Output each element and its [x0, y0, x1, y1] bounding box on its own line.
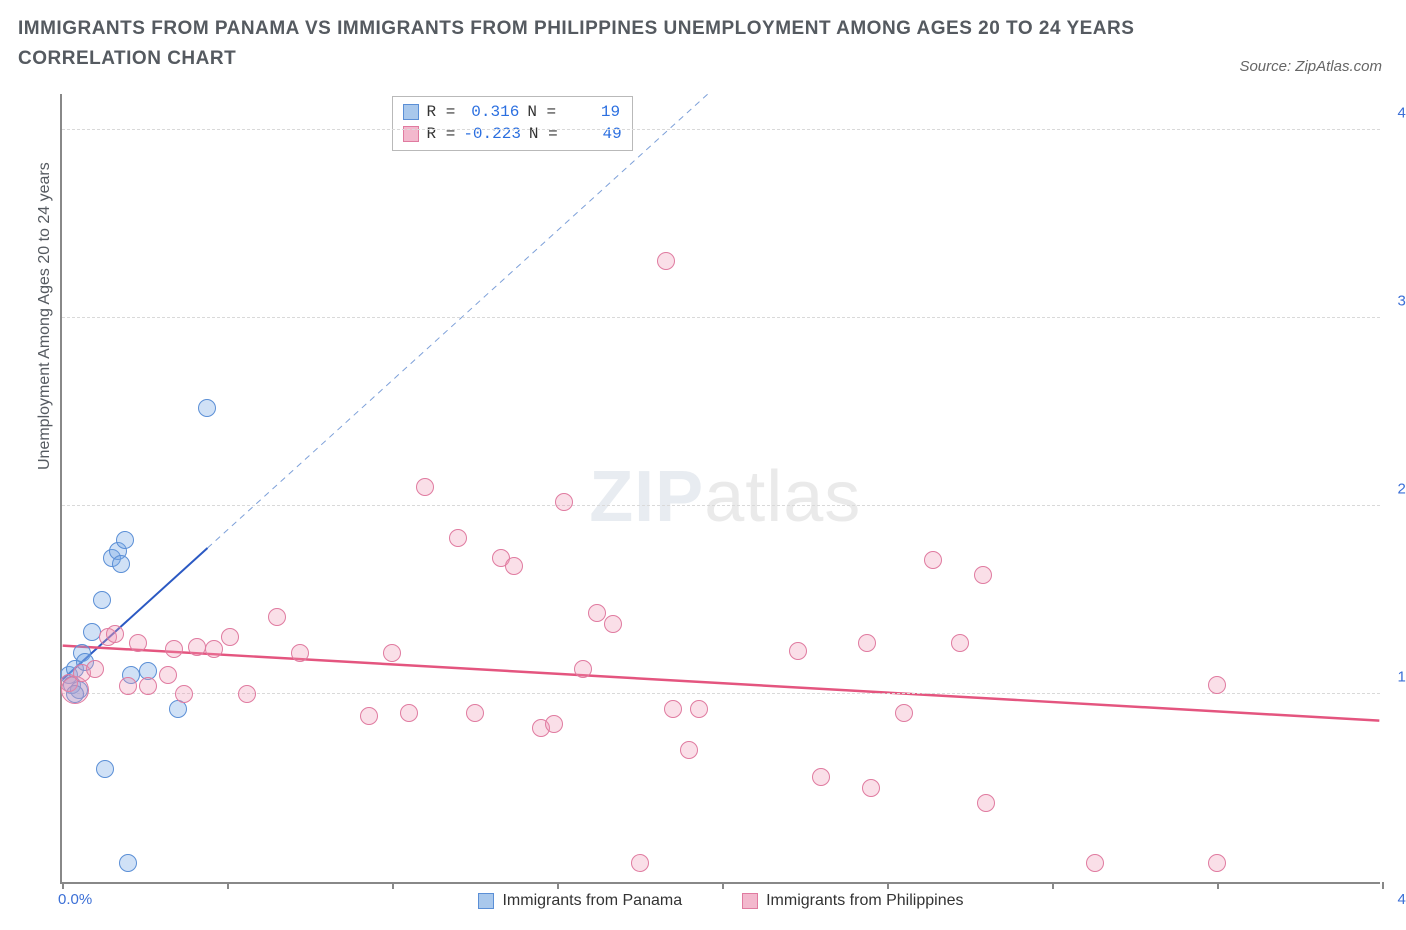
gridline: [62, 505, 1380, 506]
philippines-point: [812, 768, 830, 786]
panama-legend-swatch: [478, 893, 494, 909]
x-tick: [1217, 882, 1219, 889]
panama-point: [93, 591, 111, 609]
y-tick-label: 10.0%: [1385, 668, 1406, 685]
philippines-point: [974, 566, 992, 584]
philippines-point: [205, 640, 223, 658]
philippines-point: [1208, 854, 1226, 872]
scatter-plot-area: ZIPatlas R = 0.316 N = 19 R = -0.223 N =…: [60, 94, 1380, 884]
philippines-point: [238, 685, 256, 703]
philippines-point: [416, 478, 434, 496]
trend-lines-layer: [62, 94, 1380, 882]
philippines-point: [505, 557, 523, 575]
philippines-point: [977, 794, 995, 812]
y-axis-label: Unemployment Among Ages 20 to 24 years: [36, 162, 54, 470]
panama-n-value: 19: [564, 103, 620, 121]
x-tick: [887, 882, 889, 889]
stats-row-panama: R = 0.316 N = 19: [403, 101, 622, 123]
panama-point: [112, 555, 130, 573]
philippines-point: [604, 615, 622, 633]
stats-row-philippines: R = -0.223 N = 49: [403, 123, 622, 145]
philippines-point: [1208, 676, 1226, 694]
philippines-point: [400, 704, 418, 722]
x-tick: [557, 882, 559, 889]
r-label: R =: [427, 103, 456, 121]
philippines-point: [545, 715, 563, 733]
x-tick: [227, 882, 229, 889]
n-label: N =: [527, 103, 556, 121]
x-tick: [1382, 882, 1384, 889]
trend-line: [208, 94, 708, 548]
y-tick-label: 30.0%: [1385, 292, 1406, 309]
philippines-point: [221, 628, 239, 646]
philippines-point: [1086, 854, 1104, 872]
philippines-point: [106, 625, 124, 643]
philippines-point: [449, 529, 467, 547]
philippines-point: [165, 640, 183, 658]
gridline: [62, 129, 1380, 130]
watermark: ZIPatlas: [589, 456, 861, 538]
x-tick: [62, 882, 64, 889]
panama-point: [198, 399, 216, 417]
philippines-point: [268, 608, 286, 626]
panama-r-value: 0.316: [463, 103, 519, 121]
panama-legend-label: Immigrants from Panama: [502, 892, 682, 910]
panama-swatch: [403, 104, 419, 120]
x-tick: [1052, 882, 1054, 889]
philippines-point: [466, 704, 484, 722]
philippines-point: [951, 634, 969, 652]
philippines-point: [139, 677, 157, 695]
gridline: [62, 317, 1380, 318]
panama-point: [119, 854, 137, 872]
philippines-legend-swatch: [742, 893, 758, 909]
philippines-point: [895, 704, 913, 722]
trend-line: [63, 646, 1380, 721]
source-attribution: Source: ZipAtlas.com: [1239, 58, 1382, 75]
x-axis-max-label: 40.0%: [1397, 891, 1406, 908]
watermark-atlas: atlas: [704, 457, 861, 537]
y-tick-label: 20.0%: [1385, 480, 1406, 497]
watermark-zip: ZIP: [589, 457, 704, 537]
philippines-point: [129, 634, 147, 652]
legend-item-philippines: Immigrants from Philippines: [742, 892, 963, 910]
philippines-point: [159, 666, 177, 684]
philippines-point: [664, 700, 682, 718]
philippines-point: [175, 685, 193, 703]
philippines-point: [86, 660, 104, 678]
x-tick: [722, 882, 724, 889]
panama-point: [83, 623, 101, 641]
legend-item-panama: Immigrants from Panama: [478, 892, 682, 910]
philippines-point: [789, 642, 807, 660]
philippines-point: [858, 634, 876, 652]
correlation-stats-box: R = 0.316 N = 19 R = -0.223 N = 49: [392, 96, 633, 151]
philippines-point: [360, 707, 378, 725]
philippines-point: [690, 700, 708, 718]
bottom-legend: Immigrants from Panama Immigrants from P…: [62, 892, 1380, 910]
philippines-point: [588, 604, 606, 622]
philippines-point: [555, 493, 573, 511]
philippines-legend-label: Immigrants from Philippines: [766, 892, 963, 910]
philippines-point: [631, 854, 649, 872]
philippines-point: [383, 644, 401, 662]
gridline: [62, 693, 1380, 694]
panama-point: [116, 531, 134, 549]
philippines-point: [862, 779, 880, 797]
philippines-point: [680, 741, 698, 759]
philippines-point: [119, 677, 137, 695]
philippines-point: [291, 644, 309, 662]
philippines-point: [574, 660, 592, 678]
panama-point: [96, 760, 114, 778]
philippines-point: [188, 638, 206, 656]
philippines-point: [657, 252, 675, 270]
y-tick-label: 40.0%: [1385, 104, 1406, 121]
philippines-point: [924, 551, 942, 569]
chart-title: IMMIGRANTS FROM PANAMA VS IMMIGRANTS FRO…: [18, 14, 1206, 75]
x-tick: [392, 882, 394, 889]
